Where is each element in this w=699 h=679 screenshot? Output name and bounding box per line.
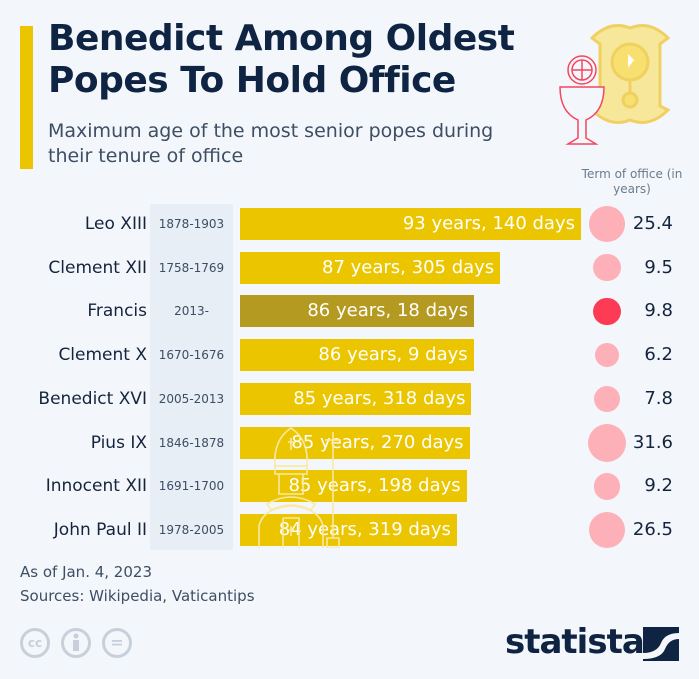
term-value: 9.8 — [644, 300, 673, 322]
term-value: 26.5 — [632, 518, 673, 540]
term-bubble — [594, 342, 620, 368]
term-bubble — [588, 423, 626, 462]
term-bubble — [593, 297, 621, 326]
tenure-years: 1758-1769 — [158, 260, 225, 275]
chart-row: Leo XIII 1878-1903 93 years, 140 days 25.4 — [0, 206, 699, 242]
sources-note: Sources: Wikipedia, Vaticantips — [20, 587, 255, 605]
title-accent-bar — [20, 26, 33, 169]
age-bar: 85 years, 270 days — [240, 426, 470, 459]
tenure-years: 1878-1903 — [158, 217, 225, 231]
age-bar: 86 years, 9 days — [240, 339, 474, 372]
term-bubble — [594, 385, 620, 412]
term-value: 31.6 — [632, 431, 673, 453]
statista-logo-mark-icon — [643, 627, 679, 661]
pope-name: Benedict XVI — [38, 388, 147, 409]
term-value: 9.2 — [644, 475, 673, 497]
chart-row: Francis 2013- 86 years, 18 days 9.8 — [0, 295, 699, 328]
date-note: As of Jan. 4, 2023 — [20, 563, 152, 581]
age-label: 85 years, 318 days — [293, 387, 466, 409]
age-label: 86 years, 9 days — [318, 344, 468, 366]
tenure-years: 1846-1878 — [158, 435, 225, 450]
chart-row: Innocent XII 1691-1700 85 years, 198 days 9… — [0, 470, 699, 503]
age-label: 85 years, 270 days — [291, 431, 464, 453]
term-value: 9.5 — [644, 256, 673, 278]
age-bar: 87 years, 305 days — [240, 251, 501, 284]
cc-icon[interactable]: cc — [20, 628, 50, 658]
term-bubble — [589, 511, 625, 548]
pope-name: Francis — [87, 301, 147, 322]
chart-title: Benedict Among Oldest Popes To Hold Offi… — [48, 18, 515, 101]
term-value: 6.2 — [644, 344, 673, 366]
chart-row: Clement X 1670-1676 86 years, 9 days 6.2 — [0, 339, 699, 372]
chart-row: John Paul II 1978-2005 84 years, 319 days 2… — [0, 511, 699, 548]
tenure-years: 1691-1700 — [158, 479, 225, 494]
pope-name: Leo XIII — [84, 214, 147, 234]
no-derivatives-icon[interactable]: = — [102, 628, 132, 658]
chart-row: Clement XII 1758-1769 87 years, 305 days 9.… — [0, 251, 699, 284]
pope-name: Clement X — [58, 345, 147, 366]
term-value: 7.8 — [644, 387, 673, 409]
pope-illustration-icon — [258, 427, 341, 548]
term-bubble — [593, 472, 621, 500]
chart-row: Benedict XVI 2005-2013 85 years, 318 days 7… — [0, 382, 699, 415]
age-label: 86 years, 18 days — [307, 300, 469, 322]
chart-row: Pius IX 1846-1878 85 years, 270 days 31.6 — [0, 423, 699, 462]
term-bubble — [589, 206, 625, 242]
pope-name: John Paul II — [53, 519, 147, 540]
pope-name: Clement XII — [48, 257, 147, 278]
attribution-icon[interactable] — [61, 628, 91, 658]
age-label: 93 years, 140 days — [402, 213, 575, 234]
tenure-years: 2005-2013 — [158, 391, 225, 406]
chart-subtitle: Maximum age of the most senior popes dur… — [48, 120, 494, 167]
age-label: 87 years, 305 days — [322, 256, 495, 278]
tenure-years: 1670-1676 — [158, 348, 225, 363]
pope-name: Pius IX — [90, 432, 147, 453]
tenure-years: 2013- — [174, 304, 209, 319]
tenure-years: 1978-2005 — [158, 522, 225, 537]
age-bar: 93 years, 140 days — [240, 208, 581, 240]
tenure-years-band — [150, 204, 233, 550]
chalice-clock-illustration-icon — [559, 24, 671, 145]
age-bar: 85 years, 318 days — [240, 382, 472, 415]
age-bar: 85 years, 198 days — [240, 470, 467, 503]
statista-logo[interactable]: statista — [505, 622, 645, 662]
term-bubble — [593, 254, 621, 282]
term-of-office-header: Term of office (in years) — [581, 167, 683, 196]
term-value: 25.4 — [632, 213, 673, 234]
age-label: 85 years, 198 days — [288, 475, 461, 497]
age-bar: 86 years, 18 days — [240, 295, 475, 328]
pope-name: Innocent XII — [45, 476, 147, 497]
